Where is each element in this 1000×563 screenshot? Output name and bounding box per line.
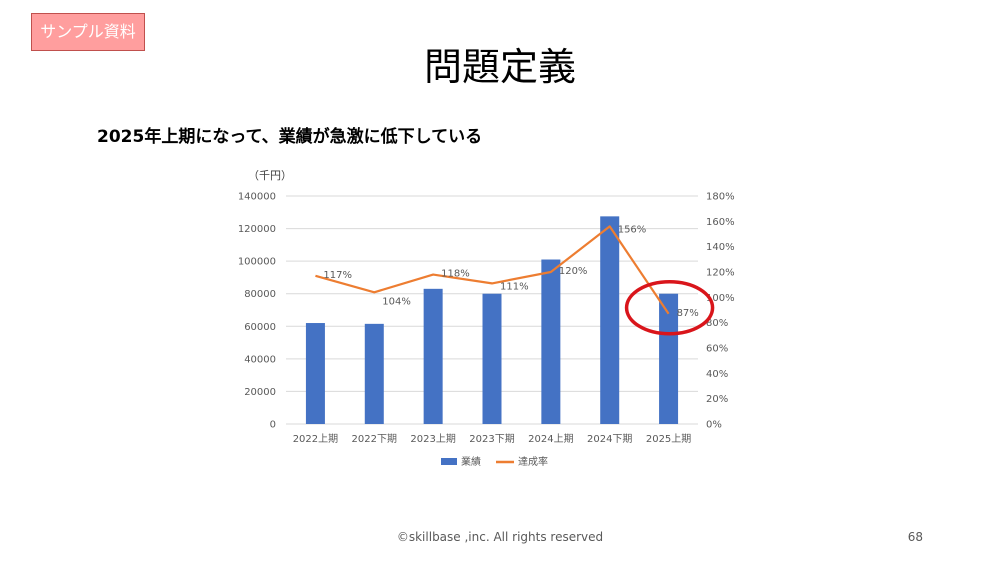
y-left-tick-label: 100000 [238, 257, 276, 268]
y-right-tick-label: 140% [706, 242, 735, 253]
page-subtitle: 2025年上期になって、業績が急激に低下している [97, 127, 483, 147]
y-right-tick-label: 40% [706, 369, 728, 380]
legend-label-bar: 業績 [461, 455, 481, 468]
page-number: 68 [907, 530, 923, 544]
x-tick-label: 2023下期 [469, 433, 514, 445]
y-right-tick-label: 100% [706, 293, 735, 304]
y-left-tick-label: 40000 [244, 354, 276, 365]
line-data-label: 87% [677, 308, 699, 319]
sample-badge: サンプル資料 [31, 13, 145, 51]
line-data-label: 104% [382, 296, 411, 307]
y-right-tick-label: 60% [706, 344, 728, 355]
legend-swatch-bar [441, 458, 457, 465]
y-right-tick-label: 20% [706, 394, 728, 405]
y-right-tick-label: 120% [706, 268, 735, 279]
y-left-tick-label: 120000 [238, 224, 276, 235]
x-tick-label: 2022上期 [293, 433, 338, 445]
line-data-label: 117% [323, 270, 352, 281]
line-data-label: 118% [441, 269, 470, 280]
bar-2024上期 [541, 259, 561, 424]
x-tick-label: 2024下期 [587, 433, 632, 445]
line-data-label: 156% [618, 224, 647, 235]
bar-2023上期 [423, 288, 443, 424]
y-left-tick-label: 140000 [238, 192, 276, 203]
copyright-footer: ©skillbase ,inc. All rights reserved [396, 530, 604, 544]
legend-label-line: 達成率 [518, 455, 548, 468]
y-right-tick-label: 180% [706, 192, 735, 203]
y-left-tick-label: 80000 [244, 289, 276, 300]
x-tick-label: 2025上期 [646, 433, 691, 445]
highlight-circle [624, 280, 715, 336]
y-right-tick-label: 0% [706, 420, 722, 431]
y-right-tick-label: 80% [706, 318, 728, 329]
y-left-unit-label: （千円） [248, 169, 292, 182]
y-left-tick-label: 0 [270, 420, 276, 431]
bar-2025上期 [659, 293, 679, 424]
line-data-label: 111% [500, 281, 529, 292]
line-series-達成率 [315, 225, 670, 315]
y-right-tick-label: 160% [706, 217, 735, 228]
bar-2022下期 [364, 323, 384, 424]
x-tick-label: 2022下期 [352, 433, 397, 445]
bar-2022上期 [305, 323, 325, 424]
bar-2023下期 [482, 293, 502, 424]
x-tick-label: 2024上期 [528, 433, 573, 445]
x-tick-label: 2023上期 [410, 433, 455, 445]
bar-2024下期 [600, 216, 620, 424]
line-data-label: 120% [559, 266, 588, 277]
y-left-tick-label: 60000 [244, 322, 276, 333]
page-title: 問題定義 [423, 45, 576, 89]
y-left-tick-label: 20000 [244, 387, 276, 398]
